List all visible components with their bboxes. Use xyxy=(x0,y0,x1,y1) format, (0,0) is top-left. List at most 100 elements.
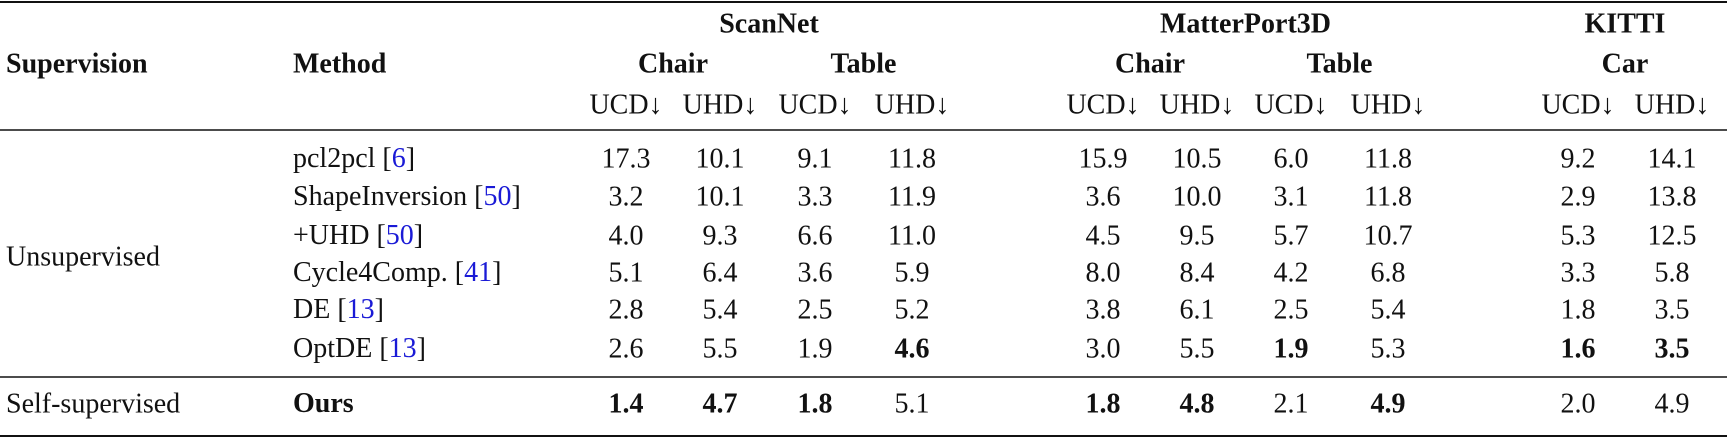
metric-value: 5.3 xyxy=(1561,220,1596,251)
dataset-header: KITTI xyxy=(1585,8,1666,39)
method-text: ] xyxy=(512,181,521,212)
metric-value: 9.1 xyxy=(798,143,833,174)
metric-value: 5.5 xyxy=(1180,333,1215,364)
metric-value: 5.7 xyxy=(1274,220,1309,251)
metric-value: 2.8 xyxy=(609,294,644,325)
metric-value: 17.3 xyxy=(602,143,651,174)
method-text: +UHD [ xyxy=(293,220,386,251)
metric-value: 11.8 xyxy=(1364,181,1412,212)
metric-value: 1.9 xyxy=(798,333,833,364)
metric-value: 11.9 xyxy=(888,181,936,212)
metric-value: 6.8 xyxy=(1371,257,1406,288)
metric-value: 10.1 xyxy=(696,181,745,212)
method-text: ] xyxy=(417,333,426,364)
metric-header: UCD↓ xyxy=(1254,89,1327,120)
metric-value: 4.5 xyxy=(1086,220,1121,251)
metric-value: 5.8 xyxy=(1655,257,1690,288)
metric-value: 1.8 xyxy=(1561,294,1596,325)
metric-value: 5.4 xyxy=(1371,294,1406,325)
class-header: Chair xyxy=(1115,48,1185,79)
method-header: Method xyxy=(293,48,387,79)
method-text: DE [ xyxy=(293,294,347,325)
metric-value: 6.6 xyxy=(798,220,833,251)
metric-value: 5.2 xyxy=(895,294,930,325)
metric-value: 5.4 xyxy=(703,294,738,325)
method-text: ] xyxy=(375,294,384,325)
metric-value: 6.4 xyxy=(703,257,738,288)
method-text: ShapeInversion [ xyxy=(293,181,484,212)
metric-value: 3.2 xyxy=(609,181,644,212)
supervision-label: Unsupervised xyxy=(6,241,160,272)
metric-value: 4.0 xyxy=(609,220,644,251)
metric-value: 2.5 xyxy=(798,294,833,325)
method-text: OptDE [ xyxy=(293,333,389,364)
metric-value: 11.0 xyxy=(888,220,936,251)
metric-value: 4.9 xyxy=(1371,388,1406,419)
class-header: Chair xyxy=(638,48,708,79)
metric-value: 8.0 xyxy=(1086,257,1121,288)
method-text: Ours xyxy=(293,388,354,419)
citation-link[interactable]: 13 xyxy=(389,333,417,364)
supervision-header: Supervision xyxy=(6,48,148,79)
metric-value: 9.3 xyxy=(703,220,738,251)
metric-value: 10.0 xyxy=(1173,181,1222,212)
method-text: Cycle4Comp. [ xyxy=(293,257,464,288)
metric-value: 10.5 xyxy=(1173,143,1222,174)
metric-value: 3.6 xyxy=(798,257,833,288)
metric-value: 2.9 xyxy=(1561,181,1596,212)
metric-value: 4.9 xyxy=(1655,388,1690,419)
metric-value: 15.9 xyxy=(1079,143,1128,174)
metric-value: 4.2 xyxy=(1274,257,1309,288)
metric-value: 3.3 xyxy=(1561,257,1596,288)
method-name: ShapeInversion [50] xyxy=(293,181,521,212)
metric-value: 14.1 xyxy=(1648,143,1697,174)
metric-header: UCD↓ xyxy=(589,89,662,120)
metric-value: 9.5 xyxy=(1180,220,1215,251)
metric-value: 1.4 xyxy=(609,388,644,419)
metric-value: 4.7 xyxy=(703,388,738,419)
metric-value: 1.8 xyxy=(1086,388,1121,419)
metric-value: 2.1 xyxy=(1274,388,1309,419)
method-name: +UHD [50] xyxy=(293,220,423,251)
method-text: ] xyxy=(492,257,501,288)
citation-link[interactable]: 6 xyxy=(392,143,406,174)
metric-value: 12.5 xyxy=(1648,220,1697,251)
metric-value: 4.8 xyxy=(1180,388,1215,419)
class-header: Table xyxy=(1307,48,1373,79)
method-name: OptDE [13] xyxy=(293,333,426,364)
method-name: pcl2pcl [6] xyxy=(293,143,415,174)
dataset-header: MatterPort3D xyxy=(1160,8,1331,39)
class-header: Table xyxy=(831,48,897,79)
metric-value: 11.8 xyxy=(888,143,936,174)
metric-value: 3.5 xyxy=(1655,294,1690,325)
metric-value: 3.0 xyxy=(1086,333,1121,364)
metric-header: UHD↓ xyxy=(683,89,758,120)
dataset-header: ScanNet xyxy=(719,8,819,39)
metric-value: 1.6 xyxy=(1561,333,1596,364)
citation-link[interactable]: 41 xyxy=(464,257,492,288)
metric-header: UHD↓ xyxy=(1351,89,1426,120)
metric-header: UHD↓ xyxy=(1635,89,1710,120)
metric-value: 1.8 xyxy=(798,388,833,419)
method-text: pcl2pcl [ xyxy=(293,143,392,174)
metric-value: 3.8 xyxy=(1086,294,1121,325)
metric-value: 13.8 xyxy=(1648,181,1697,212)
metric-value: 5.9 xyxy=(895,257,930,288)
method-text: ] xyxy=(406,143,415,174)
supervision-label: Self-supervised xyxy=(6,388,180,419)
metric-value: 6.0 xyxy=(1274,143,1309,174)
method-name: Ours xyxy=(293,388,354,419)
metric-value: 11.8 xyxy=(1364,143,1412,174)
metric-header: UHD↓ xyxy=(1160,89,1235,120)
class-header: Car xyxy=(1602,48,1649,79)
method-name: Cycle4Comp. [41] xyxy=(293,257,501,288)
citation-link[interactable]: 13 xyxy=(347,294,375,325)
metric-value: 3.1 xyxy=(1274,181,1309,212)
metric-value: 10.1 xyxy=(696,143,745,174)
citation-link[interactable]: 50 xyxy=(484,181,512,212)
metric-value: 1.9 xyxy=(1274,333,1309,364)
metric-value: 4.6 xyxy=(895,333,930,364)
metric-header: UCD↓ xyxy=(1541,89,1614,120)
citation-link[interactable]: 50 xyxy=(386,220,414,251)
